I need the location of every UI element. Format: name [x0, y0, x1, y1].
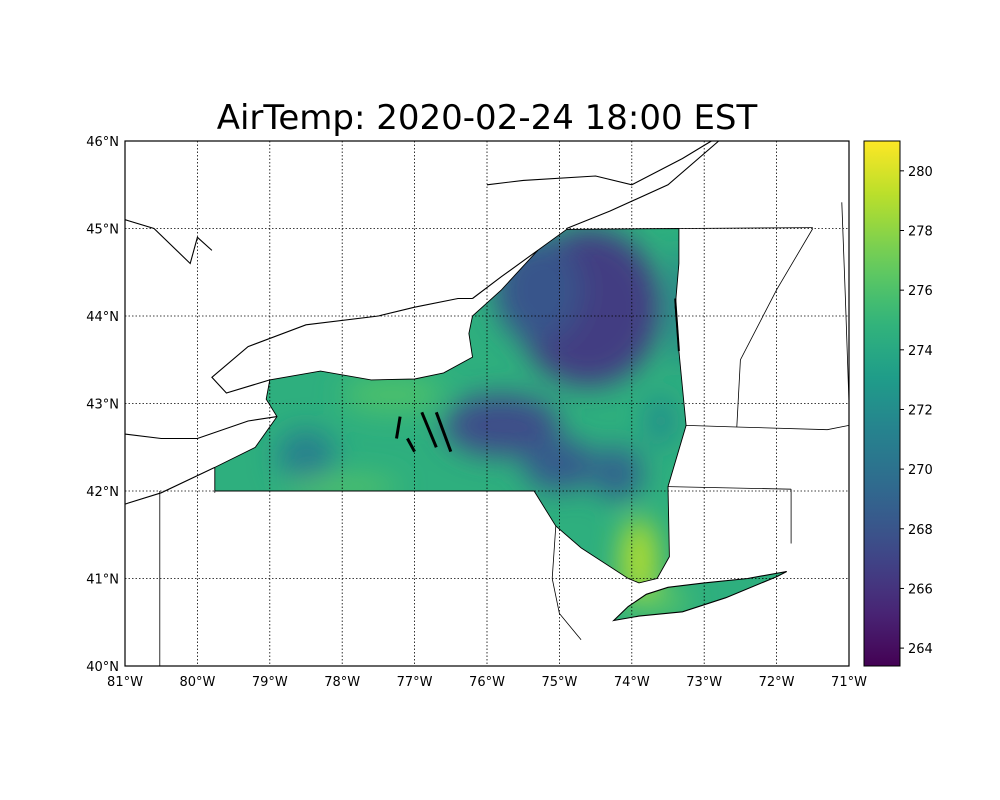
x-tick-label: 78°W — [324, 675, 360, 690]
colorbar-tick-label: 280 — [908, 165, 933, 180]
x-tick-label: 77°W — [397, 675, 433, 690]
y-tick-label: 42°N — [86, 485, 119, 500]
x-tick-label: 75°W — [541, 675, 577, 690]
y-tick-label: 46°N — [86, 135, 119, 150]
colorbar-tick-label: 268 — [908, 523, 933, 538]
x-tick-label: 80°W — [179, 675, 215, 690]
colorbar-tick-label: 276 — [908, 284, 933, 299]
x-tick-label: 79°W — [252, 675, 288, 690]
colorbar-tick-label: 270 — [908, 463, 933, 478]
gridlines — [125, 141, 849, 666]
colorbar-tick-label: 264 — [908, 642, 933, 657]
x-tick-label: 74°W — [614, 675, 650, 690]
x-tick-label: 76°W — [469, 675, 505, 690]
temperature-region-catskills-west — [523, 438, 596, 491]
temperature-region-western-hills — [277, 429, 335, 483]
temperature-region-capital — [646, 394, 676, 448]
y-tick-label: 44°N — [86, 310, 119, 325]
x-tick-label: 71°W — [831, 675, 867, 690]
colorbar-tick-label: 274 — [908, 344, 933, 359]
y-tick-label: 43°N — [86, 398, 119, 413]
colorbar-tick-label: 278 — [908, 224, 933, 239]
x-tick-label: 81°W — [107, 675, 143, 690]
x-tick-label: 72°W — [759, 675, 795, 690]
long-island-coast — [612, 570, 787, 622]
temperature-region-central-ny — [443, 394, 560, 456]
temperature-region-lake-plain — [342, 377, 444, 413]
x-tick-label: 73°W — [686, 675, 722, 690]
y-tick-label: 40°N — [86, 660, 119, 675]
temperature-region-catskills — [591, 447, 643, 500]
y-tick-label: 41°N — [86, 573, 119, 588]
y-tick-label: 45°N — [86, 223, 119, 238]
ny-border — [214, 228, 687, 584]
map-title: AirTemp: 2020-02-24 18:00 EST — [216, 98, 758, 138]
colorbar — [863, 140, 901, 667]
colorbar-tick-label: 266 — [908, 582, 933, 597]
state-borders — [159, 202, 850, 666]
colorbar-tick-label: 272 — [908, 403, 933, 418]
map-frame — [124, 140, 850, 667]
